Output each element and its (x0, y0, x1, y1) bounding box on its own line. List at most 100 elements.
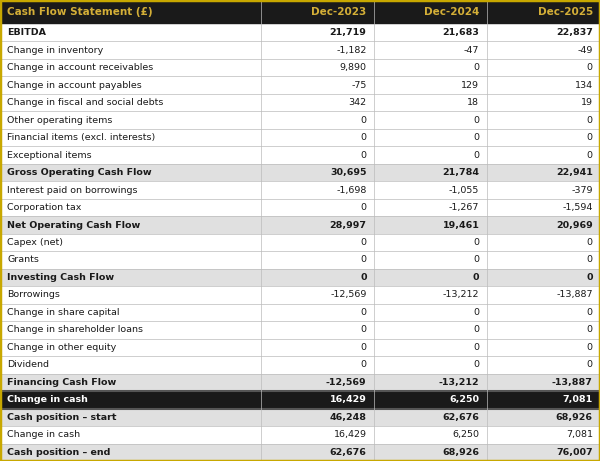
Text: Change in account payables: Change in account payables (7, 81, 142, 89)
Text: 21,784: 21,784 (442, 168, 479, 177)
Text: -13,887: -13,887 (552, 378, 593, 387)
Text: 0: 0 (587, 343, 593, 352)
Text: Grants: Grants (7, 255, 39, 265)
Text: Dec-2025: Dec-2025 (538, 7, 593, 17)
Bar (0, 251, 600, 269)
Text: Change in fiscal and social debts: Change in fiscal and social debts (7, 98, 164, 107)
Bar (0, 59, 600, 77)
Text: 9,890: 9,890 (340, 63, 367, 72)
Text: 0: 0 (361, 361, 367, 369)
Text: Borrowings: Borrowings (7, 290, 60, 300)
Text: 0: 0 (473, 361, 479, 369)
Bar (0, 408, 600, 426)
Text: Capex (net): Capex (net) (7, 238, 63, 247)
Bar (0, 426, 600, 443)
Text: 0: 0 (361, 203, 367, 212)
Text: 0: 0 (587, 151, 593, 160)
Text: -13,212: -13,212 (443, 290, 479, 300)
Text: 0: 0 (587, 361, 593, 369)
Text: -1,182: -1,182 (336, 46, 367, 55)
Text: 0: 0 (361, 116, 367, 124)
Text: 7,081: 7,081 (563, 396, 593, 404)
Bar (0, 234, 600, 251)
Bar (0, 286, 600, 304)
Text: -1,267: -1,267 (449, 203, 479, 212)
Text: Interest paid on borrowings: Interest paid on borrowings (7, 185, 138, 195)
Text: 0: 0 (473, 63, 479, 72)
Text: Change in inventory: Change in inventory (7, 46, 103, 55)
Text: 6,250: 6,250 (449, 396, 479, 404)
Text: 0: 0 (587, 63, 593, 72)
Bar (0, 94, 600, 112)
Text: 28,997: 28,997 (329, 220, 367, 230)
Text: 16,429: 16,429 (334, 430, 367, 439)
Text: 0: 0 (587, 255, 593, 265)
Text: Financing Cash Flow: Financing Cash Flow (7, 378, 116, 387)
Bar (0, 164, 600, 181)
Text: 18: 18 (467, 98, 479, 107)
Bar (0, 181, 600, 199)
Bar (0, 129, 600, 146)
Text: -12,569: -12,569 (326, 378, 367, 387)
Text: Dividend: Dividend (7, 361, 49, 369)
Text: Change in shareholder loans: Change in shareholder loans (7, 325, 143, 334)
Text: 0: 0 (473, 255, 479, 265)
Bar (0, 373, 600, 391)
Text: Cash position – end: Cash position – end (7, 448, 110, 457)
Text: -379: -379 (571, 185, 593, 195)
Text: 134: 134 (575, 81, 593, 89)
Bar (0, 199, 600, 216)
Text: -47: -47 (464, 46, 479, 55)
Text: 0: 0 (361, 343, 367, 352)
Text: 19: 19 (581, 98, 593, 107)
Text: -1,594: -1,594 (562, 203, 593, 212)
Text: 0: 0 (473, 308, 479, 317)
Text: 20,969: 20,969 (556, 220, 593, 230)
Text: 0: 0 (361, 308, 367, 317)
Text: 0: 0 (587, 238, 593, 247)
Text: Change in other equity: Change in other equity (7, 343, 116, 352)
Text: 62,676: 62,676 (443, 413, 479, 422)
Bar (0, 304, 600, 321)
Bar (0, 77, 600, 94)
Text: Corporation tax: Corporation tax (7, 203, 82, 212)
Text: -13,212: -13,212 (439, 378, 479, 387)
Text: 0: 0 (361, 133, 367, 142)
Text: Other operating items: Other operating items (7, 116, 113, 124)
Bar (0, 24, 600, 41)
Text: Change in cash: Change in cash (7, 396, 88, 404)
Text: Change in share capital: Change in share capital (7, 308, 120, 317)
Bar (0, 112, 600, 129)
Bar (0, 269, 600, 286)
Text: -1,055: -1,055 (449, 185, 479, 195)
Text: -13,887: -13,887 (556, 290, 593, 300)
Text: Dec-2023: Dec-2023 (311, 7, 367, 17)
Text: Financial items (excl. interests): Financial items (excl. interests) (7, 133, 155, 142)
Text: 0: 0 (473, 273, 479, 282)
Text: Investing Cash Flow: Investing Cash Flow (7, 273, 115, 282)
Text: -75: -75 (351, 81, 367, 89)
Bar (0, 391, 600, 408)
Text: 0: 0 (587, 308, 593, 317)
Text: Change in account receivables: Change in account receivables (7, 63, 154, 72)
Text: 0: 0 (473, 343, 479, 352)
Text: 22,941: 22,941 (556, 168, 593, 177)
Bar (0, 0, 600, 24)
Bar (0, 216, 600, 234)
Text: 21,719: 21,719 (330, 28, 367, 37)
Text: 0: 0 (361, 325, 367, 334)
Text: 7,081: 7,081 (566, 430, 593, 439)
Text: 0: 0 (473, 133, 479, 142)
Text: Cash position – start: Cash position – start (7, 413, 116, 422)
Text: 129: 129 (461, 81, 479, 89)
Bar (0, 443, 600, 461)
Text: 0: 0 (361, 255, 367, 265)
Text: 68,926: 68,926 (556, 413, 593, 422)
Text: 0: 0 (473, 116, 479, 124)
Bar (0, 321, 600, 339)
Text: EBITDA: EBITDA (7, 28, 46, 37)
Text: 0: 0 (586, 273, 593, 282)
Text: 0: 0 (360, 273, 367, 282)
Text: 21,683: 21,683 (443, 28, 479, 37)
Bar (0, 339, 600, 356)
